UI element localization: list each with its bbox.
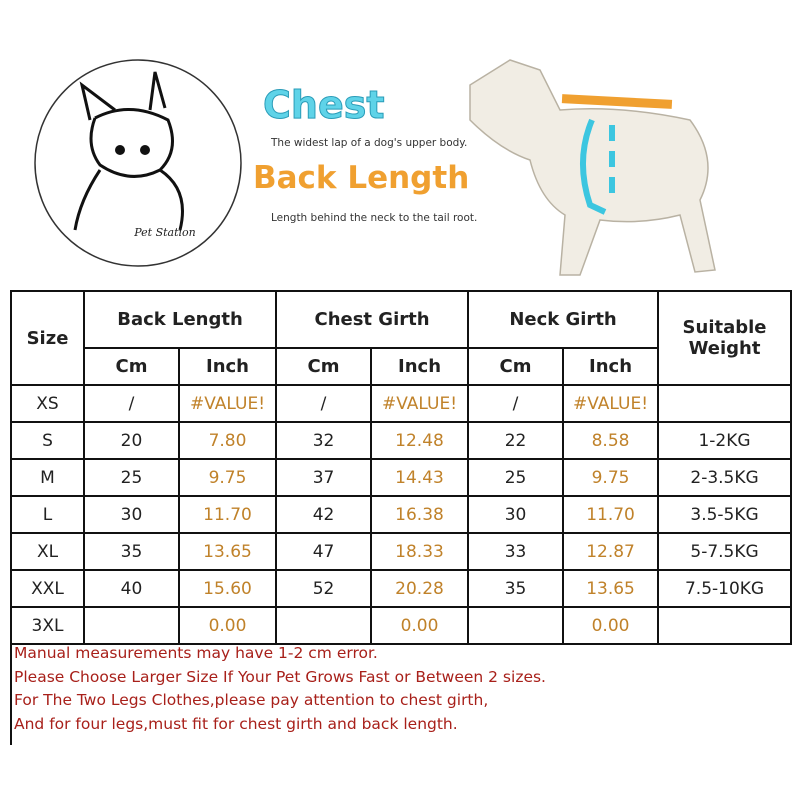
table-cell: 32 (275, 421, 373, 460)
unit-cell: Inch (370, 347, 470, 386)
table-cell: 35 (83, 532, 180, 571)
table-cell: #VALUE! (177, 384, 278, 423)
table-cell: 16.38 (370, 495, 470, 534)
table-row: 3XL 0.00 0.00 0.00 (10, 606, 793, 645)
table-cell (657, 606, 793, 645)
back-title: Back Length (253, 160, 469, 196)
header-graphic: Pet Station Chest The widest lap of a do… (34, 59, 716, 276)
table-cell: 5-7.5KG (657, 532, 793, 571)
table-cell: 3.5-5KG (657, 495, 793, 534)
table-cell: 0.00 (370, 606, 470, 645)
table-cell: / (275, 384, 373, 423)
table-cell: 9.75 (177, 458, 278, 497)
logo-text: Pet Station (133, 226, 196, 239)
table-cell (275, 606, 373, 645)
table-row: M 25 9.75 37 14.43 25 9.75 2-3.5KG (10, 458, 793, 497)
table-cell: #VALUE! (370, 384, 470, 423)
table-cell (467, 606, 565, 645)
back-text: Length behind the neck to the tail root. (271, 212, 477, 224)
table-cell: XS (10, 384, 85, 423)
table-cell (83, 606, 180, 645)
table-cell: 7.80 (177, 421, 278, 460)
header-cell: Suitable Weight (657, 290, 793, 386)
table-cell: 22 (467, 421, 565, 460)
logo-circle (34, 59, 242, 267)
table-cell: / (83, 384, 180, 423)
table-cell: 7.5-10KG (657, 569, 793, 608)
header-cell: Chest Girth (275, 290, 470, 349)
table-cell: 20 (83, 421, 180, 460)
table-cell: 15.60 (177, 569, 278, 608)
table-cell: 13.65 (562, 569, 660, 608)
table-row: XL 35 13.65 47 18.33 33 12.87 5-7.5KG (10, 532, 793, 571)
table-cell: 0.00 (562, 606, 660, 645)
note-line: Manual measurements may have 1-2 cm erro… (14, 644, 378, 662)
table-cell: 20.28 (370, 569, 470, 608)
table-cell: 30 (467, 495, 565, 534)
note-line: Please Choose Larger Size If Your Pet Gr… (14, 667, 546, 686)
table-cell: S (10, 421, 85, 460)
table-cell: 47 (275, 532, 373, 571)
table-cell: 11.70 (562, 495, 660, 534)
table-cell: 25 (467, 458, 565, 497)
table-cell: 11.70 (177, 495, 278, 534)
table-cell: 37 (275, 458, 373, 497)
dog-illustration (469, 59, 716, 276)
chest-text: The widest lap of a dog's upper body. (270, 137, 467, 149)
table-cell: 13.65 (177, 532, 278, 571)
header-cell: Size (10, 290, 85, 386)
header-cell: Neck Girth (467, 290, 660, 349)
table-cell: 0.00 (177, 606, 278, 645)
table-cell: 9.75 (562, 458, 660, 497)
table-row: XXL 40 15.60 52 20.28 35 13.65 7.5-10KG (10, 569, 793, 608)
table-cell: 1-2KG (657, 421, 793, 460)
header-cell: Back Length (82, 290, 278, 349)
table-cell: #VALUE! (562, 384, 660, 423)
table-cell: 52 (275, 569, 373, 608)
table-cell: 35 (467, 569, 565, 608)
table-cell: 30 (83, 495, 180, 534)
table-cell: 42 (275, 495, 373, 534)
table-cell: 3XL (10, 606, 85, 645)
note-line: And for four legs,must fit for chest gir… (14, 714, 458, 733)
table-cell: 8.58 (562, 421, 660, 460)
table-cell: 14.43 (370, 458, 470, 497)
size-table: Size Back Length Chest Girth Neck Girth … (10, 290, 793, 645)
logo-dog (73, 71, 184, 231)
notes: Manual measurements may have 1-2 cm erro… (10, 642, 792, 745)
unit-cell: Cm (83, 347, 180, 386)
unit-cell: Inch (177, 347, 278, 386)
table-cell: XXL (10, 569, 85, 608)
table-cell: 2-3.5KG (657, 458, 793, 497)
table-row: XS / #VALUE! / #VALUE! / #VALUE! (10, 384, 793, 423)
unit-cell: Cm (275, 347, 373, 386)
table-cell: 12.48 (370, 421, 470, 460)
table-cell: 25 (83, 458, 180, 497)
chest-title: Chest (263, 83, 385, 127)
table-cell: 40 (83, 569, 180, 608)
table-cell: XL (10, 532, 85, 571)
table-cell: 12.87 (562, 532, 660, 571)
unit-cell: Cm (467, 347, 565, 386)
table-cell: 33 (467, 532, 565, 571)
table-row: S 20 7.80 32 12.48 22 8.58 1-2KG (10, 421, 793, 460)
table-cell: M (10, 458, 85, 497)
table-cell: / (467, 384, 565, 423)
unit-cell: Inch (562, 347, 660, 386)
table-cell (657, 384, 793, 423)
note-line: For The Two Legs Clothes,please pay atte… (14, 691, 489, 709)
table-cell: L (10, 495, 85, 534)
table-cell: 18.33 (370, 532, 470, 571)
table-row: L 30 11.70 42 16.38 30 11.70 3.5-5KG (10, 495, 793, 534)
